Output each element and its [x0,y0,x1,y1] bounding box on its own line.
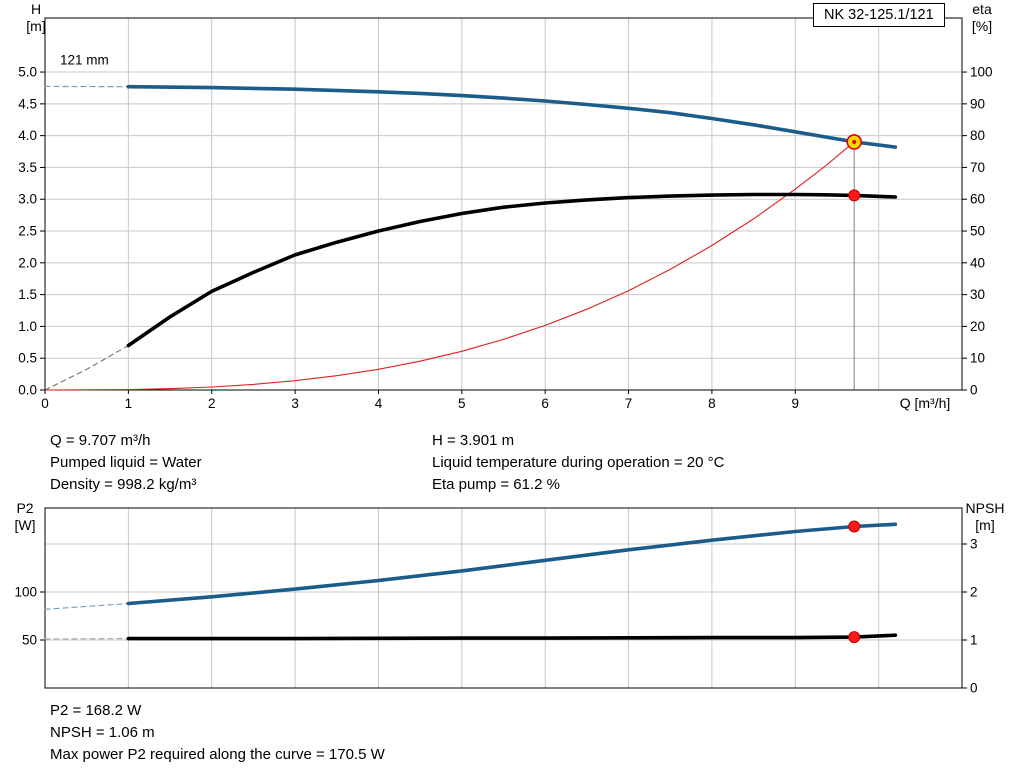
tick-label-right: 10 [970,351,985,366]
eta-leadin-curve [44,345,129,391]
duty-info-left: Q = 9.707 m³/h Pumped liquid = Water Den… [50,430,202,496]
tick-label-right: 60 [970,192,985,207]
info-pumped-liquid: Pumped liquid = Water [50,454,202,471]
tick-label-right: 1 [970,633,978,648]
tick-label-right: 70 [970,160,985,175]
info-max-power: Max power P2 required along the curve = … [50,746,385,763]
tick-label-left: 4.0 [18,128,37,143]
right-axis-title: eta [972,1,992,17]
tick-label-left: 1.0 [18,319,37,334]
info-flow: Q = 9.707 m³/h [50,432,151,449]
info-eta-pump: Eta pump = 61.2 % [432,476,560,493]
tick-label-right: 0 [970,681,978,696]
left-axis-title: [W] [15,517,36,533]
tick-label-x: 1 [125,396,133,411]
tick-label-left: 0.0 [18,383,37,398]
tick-label-x: 9 [792,396,800,411]
impeller-diameter-label: 121 mm [60,52,109,67]
tick-label-right: 30 [970,287,985,302]
p2-leadin-curve [44,602,129,610]
tick-label-x: 4 [375,396,383,411]
x-axis-title: Q [m³/h] [900,395,951,411]
tick-label-right: 90 [970,96,985,111]
info-p2: P2 = 168.2 W [50,702,142,719]
tick-label-left: 50 [22,633,37,648]
tick-label-x: 2 [208,396,216,411]
tick-label-x: 0 [41,396,49,411]
tick-label-x: 6 [541,396,549,411]
tick-label-right: 50 [970,224,985,239]
tick-label-x: 5 [458,396,466,411]
tick-label-right: 0 [970,383,978,398]
power-info: P2 = 168.2 W NPSH = 1.06 m Max power P2 … [50,700,385,766]
p2-marker [848,520,861,533]
tick-label-left: 2.5 [18,224,37,239]
pump-model-badge: NK 32-125.1/121 [813,3,945,27]
info-density: Density = 998.2 kg/m³ [50,476,197,493]
tick-label-x: 7 [625,396,633,411]
eta-marker [848,189,861,202]
plot-border [44,507,963,689]
tick-label-left: 1.5 [18,287,37,302]
tick-label-left: 4.5 [18,96,37,111]
head-eta-chart: 0.00.51.01.52.02.53.03.54.04.55.00102030… [18,1,993,411]
tick-label-right: 80 [970,128,985,143]
tick-label-left: 0.5 [18,351,37,366]
left-axis-title: P2 [16,500,33,516]
p2-curve [126,522,898,606]
plot-border [44,17,963,391]
tick-label-right: 100 [970,65,993,80]
duty-info-right: H = 3.901 m Liquid temperature during op… [432,430,724,496]
info-liquid-temperature: Liquid temperature during operation = 20… [432,454,725,471]
tick-label-right: 3 [970,537,978,552]
tick-label-left: 3.0 [18,192,37,207]
tick-label-x: 3 [291,396,299,411]
eta-curve [126,192,898,348]
right-axis-title: [%] [972,18,992,34]
npsh-marker [848,631,861,644]
tick-label-right: 20 [970,319,985,334]
tick-label-right: 40 [970,255,985,270]
tick-label-x: 8 [708,396,716,411]
left-axis-title: [m] [26,18,45,34]
right-axis-title: [m] [975,517,994,533]
npsh-curve [126,633,898,641]
left-axis-title: H [31,1,41,17]
info-head: H = 3.901 m [432,432,515,449]
system-curve-curve [44,141,855,391]
tick-label-left: 100 [14,585,37,600]
tick-label-left: 3.5 [18,160,37,175]
tick-label-right: 2 [970,585,978,600]
right-axis-title: NPSH [966,500,1005,516]
tick-label-left: 5.0 [18,65,37,80]
info-npsh: NPSH = 1.06 m [50,724,155,741]
tick-label-left: 2.0 [18,255,37,270]
head-curve [126,84,898,149]
duty-point-marker-center [852,139,857,145]
p2-npsh-chart: 50 100 0 1 2 3 P2[W] NPSH[m] [14,500,1005,696]
